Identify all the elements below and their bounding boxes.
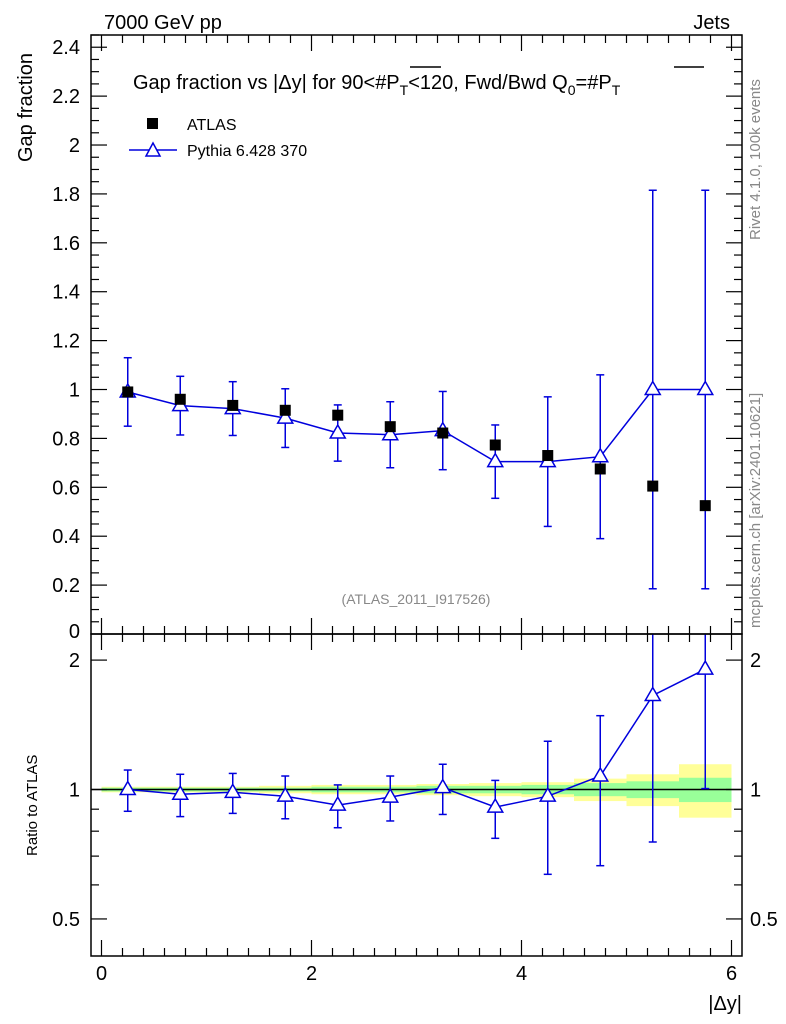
main-ytick-label: 1 — [69, 380, 80, 402]
title-sub-1: T — [400, 82, 409, 98]
ratio-marker — [118, 780, 137, 796]
rivet-version-label: Rivet 4.1.0, 100k events — [747, 79, 764, 240]
title-part-3: =#P — [576, 72, 612, 94]
ratio-xtick-label: 2 — [306, 963, 317, 985]
pythia-marker — [591, 447, 610, 463]
main-ytick-label: 2.4 — [52, 37, 80, 59]
title-part-1: Gap fraction vs |Δy| for 90<#P — [133, 72, 400, 94]
ratio-marker — [538, 786, 557, 802]
ratio-marker — [486, 797, 505, 813]
main-ytick-label: 0.8 — [52, 428, 80, 450]
atlas-marker — [384, 421, 396, 433]
ratio-ytick-label-right: 1 — [750, 780, 761, 802]
legend-label-atlas: ATLAS — [187, 117, 237, 134]
atlas-series — [122, 386, 711, 512]
main-ytick-label: 1.4 — [52, 282, 80, 304]
ratio-marker — [381, 787, 400, 803]
ratio-xtick-label: 6 — [726, 963, 737, 985]
atlas-marker — [332, 409, 344, 421]
ratio-marker — [328, 795, 347, 811]
mcplots-label: mcplots.cern.ch [arXiv:2401.10621] — [747, 393, 764, 628]
atlas-marker — [542, 450, 554, 462]
ratio-xtick-label: 4 — [516, 963, 527, 985]
title-sub-2: 0 — [568, 82, 576, 98]
ratio-frame — [90, 633, 743, 957]
ratio-ytick-label-right: 2 — [750, 650, 761, 672]
main-ytick-label: 0.2 — [52, 575, 80, 597]
pythia-series — [118, 189, 715, 590]
atlas-marker — [699, 500, 711, 512]
main-y-axis: 0.2 0.4 0.6 0.8 1 1.2 1.4 1.6 1.8 2 2.2 2.4 0 — [52, 34, 742, 643]
ratio-marker — [591, 766, 610, 782]
atlas-marker — [437, 427, 449, 439]
main-title: Gap fraction vs |Δy| for 90<#PT<120, Fwd… — [133, 72, 621, 98]
ratio-line — [127, 668, 706, 808]
ratio-ytick-label: 1 — [69, 780, 80, 802]
analysis-watermark: (ATLAS_2011_I917526) — [342, 591, 491, 607]
main-ytick-label: 1.2 — [52, 331, 80, 353]
ratio-x-axis: 0 2 4 6 — [96, 634, 737, 985]
main-ytick-label: 1.8 — [52, 184, 80, 206]
legend-marker-atlas — [147, 118, 158, 129]
header-energy: 7000 GeV pp — [104, 12, 222, 34]
ratio-xtick-label: 0 — [96, 963, 107, 985]
ratio-marker — [433, 778, 452, 794]
ratio-marker — [696, 659, 715, 675]
main-panel: Gap fraction Gap fraction vs |Δy| for 90… — [15, 34, 743, 643]
main-ytick-label: 0.4 — [52, 526, 80, 548]
ratio-xlabel: |Δy| — [708, 993, 742, 1015]
ratio-uncertainty-bands — [101, 764, 732, 818]
atlas-marker — [227, 399, 239, 411]
atlas-marker — [489, 439, 501, 451]
legend-marker-pythia — [144, 141, 162, 157]
pythia-marker — [276, 408, 295, 424]
pythia-marker — [486, 452, 505, 468]
ratio-ylabel: Ratio to ATLAS — [24, 755, 41, 856]
atlas-marker — [122, 386, 134, 398]
pythia-marker — [696, 380, 715, 396]
ratio-ytick-label-right: 0.5 — [750, 909, 778, 931]
atlas-marker — [647, 480, 659, 492]
pythia-marker — [643, 380, 662, 396]
atlas-marker — [174, 393, 186, 405]
pythia-marker — [328, 423, 347, 439]
pythia-marker — [381, 425, 400, 441]
ratio-panel: Ratio to ATLAS 0.5 0.5 1 1 2 2 0 2 4 6 |Δy| — [24, 633, 778, 1015]
title-part-2: <120, Fwd/Bwd Q — [408, 72, 568, 94]
ratio-ytick-label: 0.5 — [52, 909, 80, 931]
main-ytick-label: 0.6 — [52, 477, 80, 499]
main-ytick-label: 2 — [69, 135, 80, 157]
ratio-marker — [171, 784, 190, 800]
atlas-marker — [594, 463, 606, 475]
legend-label-pythia: Pythia 6.428 370 — [187, 143, 307, 160]
ratio-marker — [643, 685, 662, 702]
main-ytick-label-zero: 0 — [69, 621, 80, 643]
ratio-marker — [276, 786, 295, 802]
header-category: Jets — [693, 12, 730, 34]
ratio-ytick-label: 2 — [69, 650, 80, 672]
ratio-y-axis: 0.5 0.5 1 1 2 2 — [52, 650, 778, 931]
title-sub-3: T — [612, 82, 621, 98]
main-ytick-label: 2.2 — [52, 86, 80, 108]
ratio-pythia-series — [118, 634, 715, 876]
ratio-marker — [223, 782, 242, 799]
atlas-marker — [279, 404, 291, 416]
main-ytick-label: 1.6 — [52, 233, 80, 255]
main-ylabel: Gap fraction — [15, 53, 37, 162]
pythia-line — [127, 388, 706, 463]
main-x-ticks — [100, 35, 733, 634]
